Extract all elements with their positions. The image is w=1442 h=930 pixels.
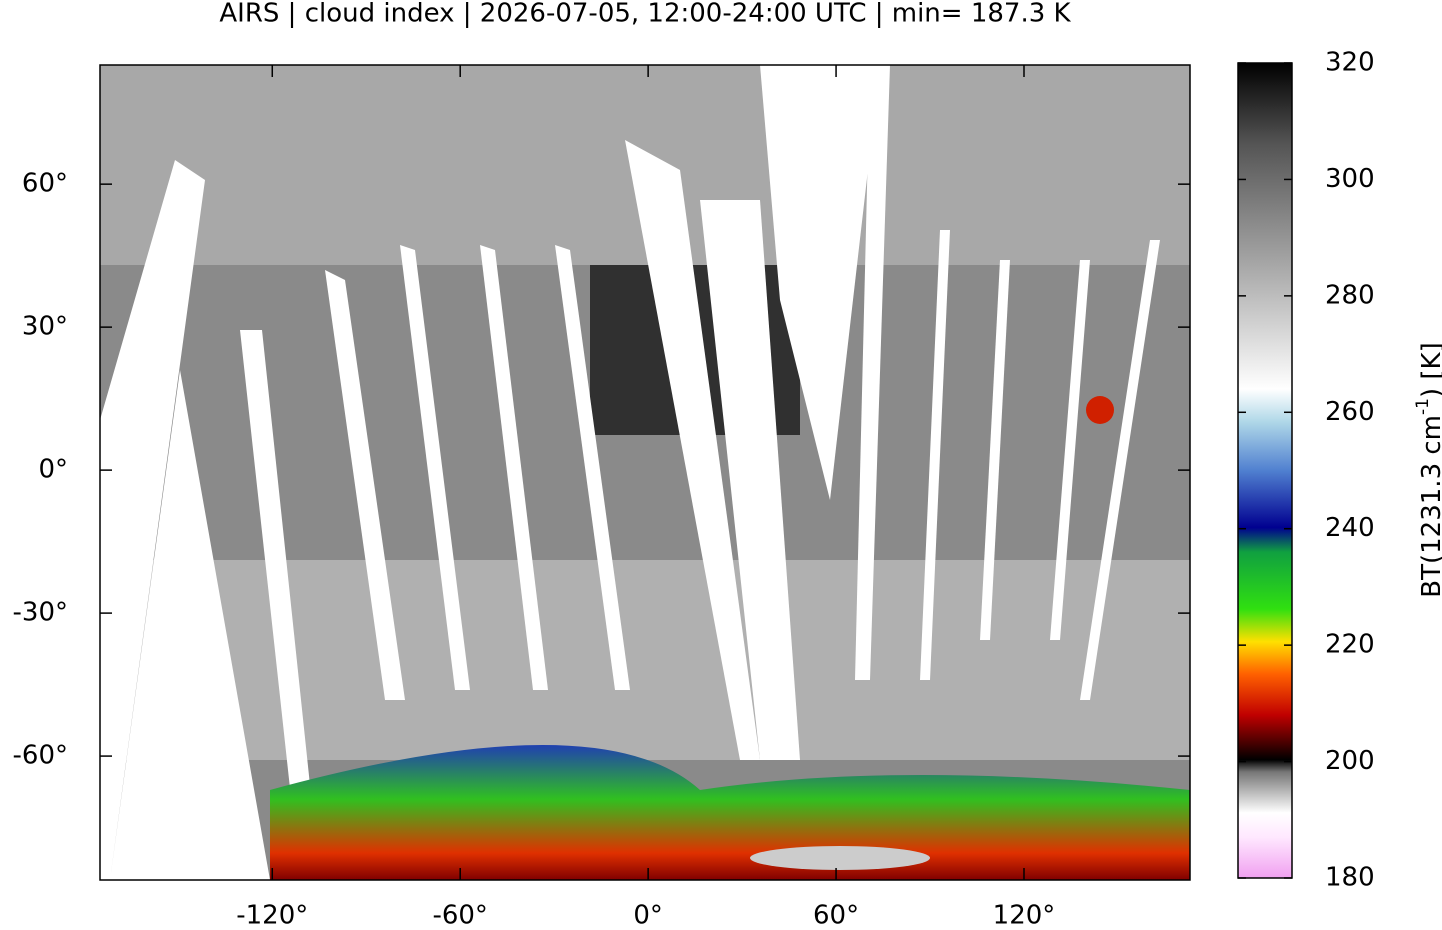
y-tick-label: -60°: [13, 741, 68, 771]
colorbar-tick-label: 180: [1325, 863, 1375, 893]
map-frame: [99, 64, 1191, 881]
colorbar-tick-label: 320: [1325, 48, 1375, 78]
colorbar-tick-label: 280: [1325, 280, 1375, 310]
x-tick-label: -60°: [432, 901, 487, 930]
map-image: [100, 65, 1190, 880]
x-tick-label: -120°: [236, 901, 308, 930]
colorbar-label-end: ) [K]: [1417, 342, 1442, 398]
y-tick-label: 0°: [38, 455, 68, 485]
x-tick-label: 60°: [813, 901, 859, 930]
colorbar-tick-label: 220: [1325, 630, 1375, 660]
colorbar-tick-label: 260: [1325, 397, 1375, 427]
colorbar-tick-label: 200: [1325, 746, 1375, 776]
title: AIRS | cloud index | 2026-07-05, 12:00-2…: [219, 0, 1071, 29]
colorbar-label-text: BT(1231.3 cm: [1417, 415, 1442, 598]
x-tick-label: 0°: [633, 901, 663, 930]
colorbar-tick-label: 240: [1325, 513, 1375, 543]
colorbar-label-sup: -1: [1413, 398, 1433, 415]
y-tick-label: 30°: [22, 312, 68, 342]
colorbar-tick-label: 300: [1325, 164, 1375, 194]
colorbar: [1237, 62, 1293, 879]
y-tick-label: -30°: [13, 598, 68, 628]
y-tick-label: 60°: [22, 169, 68, 199]
x-tick-label: 120°: [993, 901, 1056, 930]
colorbar-label: BT(1231.3 cm-1) [K]: [1413, 342, 1442, 597]
